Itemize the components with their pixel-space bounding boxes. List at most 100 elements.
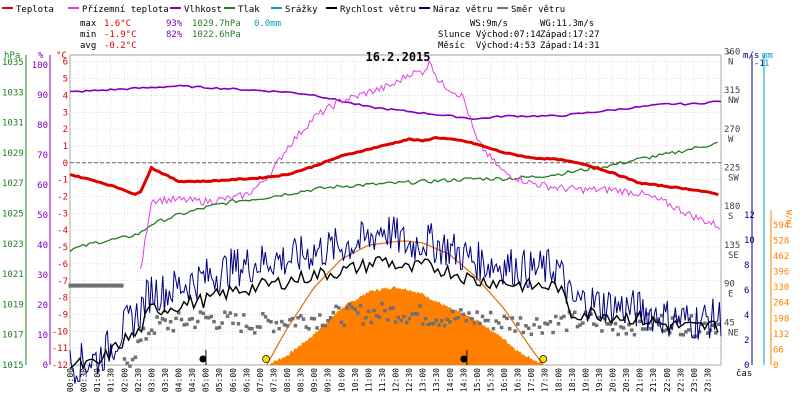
wind-dir-dot <box>158 321 162 325</box>
hpa-tick: 1031 <box>2 119 24 129</box>
hpa-tick: 1023 <box>2 240 24 250</box>
wind-dir-dot <box>369 320 374 325</box>
wind-speed-line <box>69 255 719 370</box>
wind-dir-dot <box>282 323 287 327</box>
wind-dir-dot <box>459 308 463 312</box>
wind-dir-dot <box>686 328 691 332</box>
wind-dir-dot <box>556 321 561 326</box>
wind-dir-dot <box>347 302 352 307</box>
wind-dir-dot <box>648 326 653 331</box>
wind-dir-dot <box>516 322 520 326</box>
wind-dir-dot <box>263 315 268 319</box>
wm2-tick: 132 <box>773 330 789 340</box>
time-tick: 23:30 <box>703 368 712 392</box>
wind-dir-dot <box>657 323 661 327</box>
wind-dir-dot <box>290 316 295 321</box>
wind-dir-dot <box>247 326 252 331</box>
wind-dir-dot <box>136 339 140 344</box>
wind-dir-dot <box>339 320 344 324</box>
wind-dir-dot <box>366 309 371 314</box>
wm2-tick: 396 <box>773 268 789 278</box>
wind-dir-dot <box>434 318 439 322</box>
wind-dir-dot <box>120 283 124 288</box>
time-tick: 01:30 <box>107 368 116 392</box>
time-tick: 09:30 <box>324 368 333 392</box>
time-tick: 03:00 <box>147 368 156 392</box>
ms-tick: 2 <box>744 336 749 346</box>
dir-name: SE <box>728 251 739 261</box>
wind-dir-dot <box>410 312 414 316</box>
wind-dir-dot <box>421 322 425 326</box>
wind-dir-dot <box>418 304 422 308</box>
wm2-tick: 330 <box>773 283 789 293</box>
wind-dir-dot <box>575 324 580 329</box>
wind-dir-dot <box>122 357 127 361</box>
wind-dir-dot <box>312 317 317 321</box>
wind-dir-dot <box>223 310 227 314</box>
wind-dir-dot <box>101 283 105 288</box>
wm2-tick: 66 <box>773 345 784 355</box>
wind-dir-dot <box>632 332 637 337</box>
wind-dir-dot <box>483 318 488 323</box>
wind-dir-dot <box>494 319 498 323</box>
wind-dir-dot <box>309 316 314 321</box>
wind-dir-dot <box>643 327 648 331</box>
stats-avg-temp: -0.2°C <box>104 41 137 51</box>
pct-axis-label: % <box>38 51 44 61</box>
time-tick: 06:00 <box>229 368 238 392</box>
wind-dir-dot <box>689 314 694 318</box>
time-tick: 15:30 <box>486 368 495 392</box>
temp-tick: 2 <box>63 125 68 135</box>
wind-dir-dot <box>220 321 224 325</box>
wind-dir-dot <box>106 283 110 288</box>
ms-tick: 12 <box>744 211 755 221</box>
hpa-axis-label: hPa <box>4 51 20 61</box>
wind-dir-dot <box>486 318 490 323</box>
time-tick: 03:30 <box>161 368 170 392</box>
temp-tick: -5 <box>57 243 68 253</box>
wind-dir-dot <box>345 306 349 310</box>
time-tick: 16:00 <box>500 368 509 392</box>
temp-tick: -9 <box>57 310 68 320</box>
wind-dir-dot <box>415 312 420 316</box>
time-tick: 13:00 <box>419 368 428 392</box>
wind-dir-dot <box>423 316 428 321</box>
wind-dir-dot <box>239 329 243 334</box>
temp-tick: 4 <box>63 91 68 101</box>
wind-dir-dot <box>193 325 197 330</box>
wind-dir-dot <box>456 315 460 320</box>
time-tick: 19:00 <box>581 368 590 392</box>
legend-label: Rychlost větru <box>340 5 416 15</box>
wind-dir-dot <box>703 321 707 325</box>
wind-dir-dot <box>130 357 135 362</box>
stats-max-temp: 1.6°C <box>104 19 131 29</box>
wind-dir-dot <box>177 310 181 315</box>
wm2-tick: 462 <box>773 252 789 262</box>
wind-dir-dot <box>621 326 626 330</box>
wind-dir-dot <box>160 317 165 321</box>
time-tick: 15:00 <box>473 368 482 392</box>
wind-dir-dot <box>453 317 458 321</box>
wind-dir-dot <box>233 313 238 317</box>
temp-tick: 5 <box>63 75 68 85</box>
wind-dir-dot <box>168 320 173 324</box>
temp-tick: 0 <box>63 159 68 169</box>
time-tick: 10:30 <box>351 368 360 392</box>
time-tick: 18:30 <box>568 368 577 392</box>
pct-tick: 30 <box>37 271 48 281</box>
wind-dir-dot <box>258 325 262 329</box>
stats-sun-rise: Slunce Východ:07:14 <box>438 30 541 40</box>
wind-dir-dot <box>678 332 683 337</box>
temp-tick: 3 <box>63 108 68 118</box>
stats-moon-rise: Měsíc Východ:4:53 <box>438 41 536 51</box>
wind-dir-dot <box>269 320 273 324</box>
wind-dir-dot <box>499 325 504 330</box>
wm2-axis-label: W/m² <box>784 210 793 229</box>
wind-dir-dot <box>491 326 496 331</box>
wind-dir-dot <box>581 321 585 325</box>
wind-dir-dot <box>288 318 292 322</box>
wind-dir-dot <box>383 308 387 313</box>
ms-axis-label: m/s <box>743 51 759 61</box>
wind-dir-dot <box>624 331 629 336</box>
